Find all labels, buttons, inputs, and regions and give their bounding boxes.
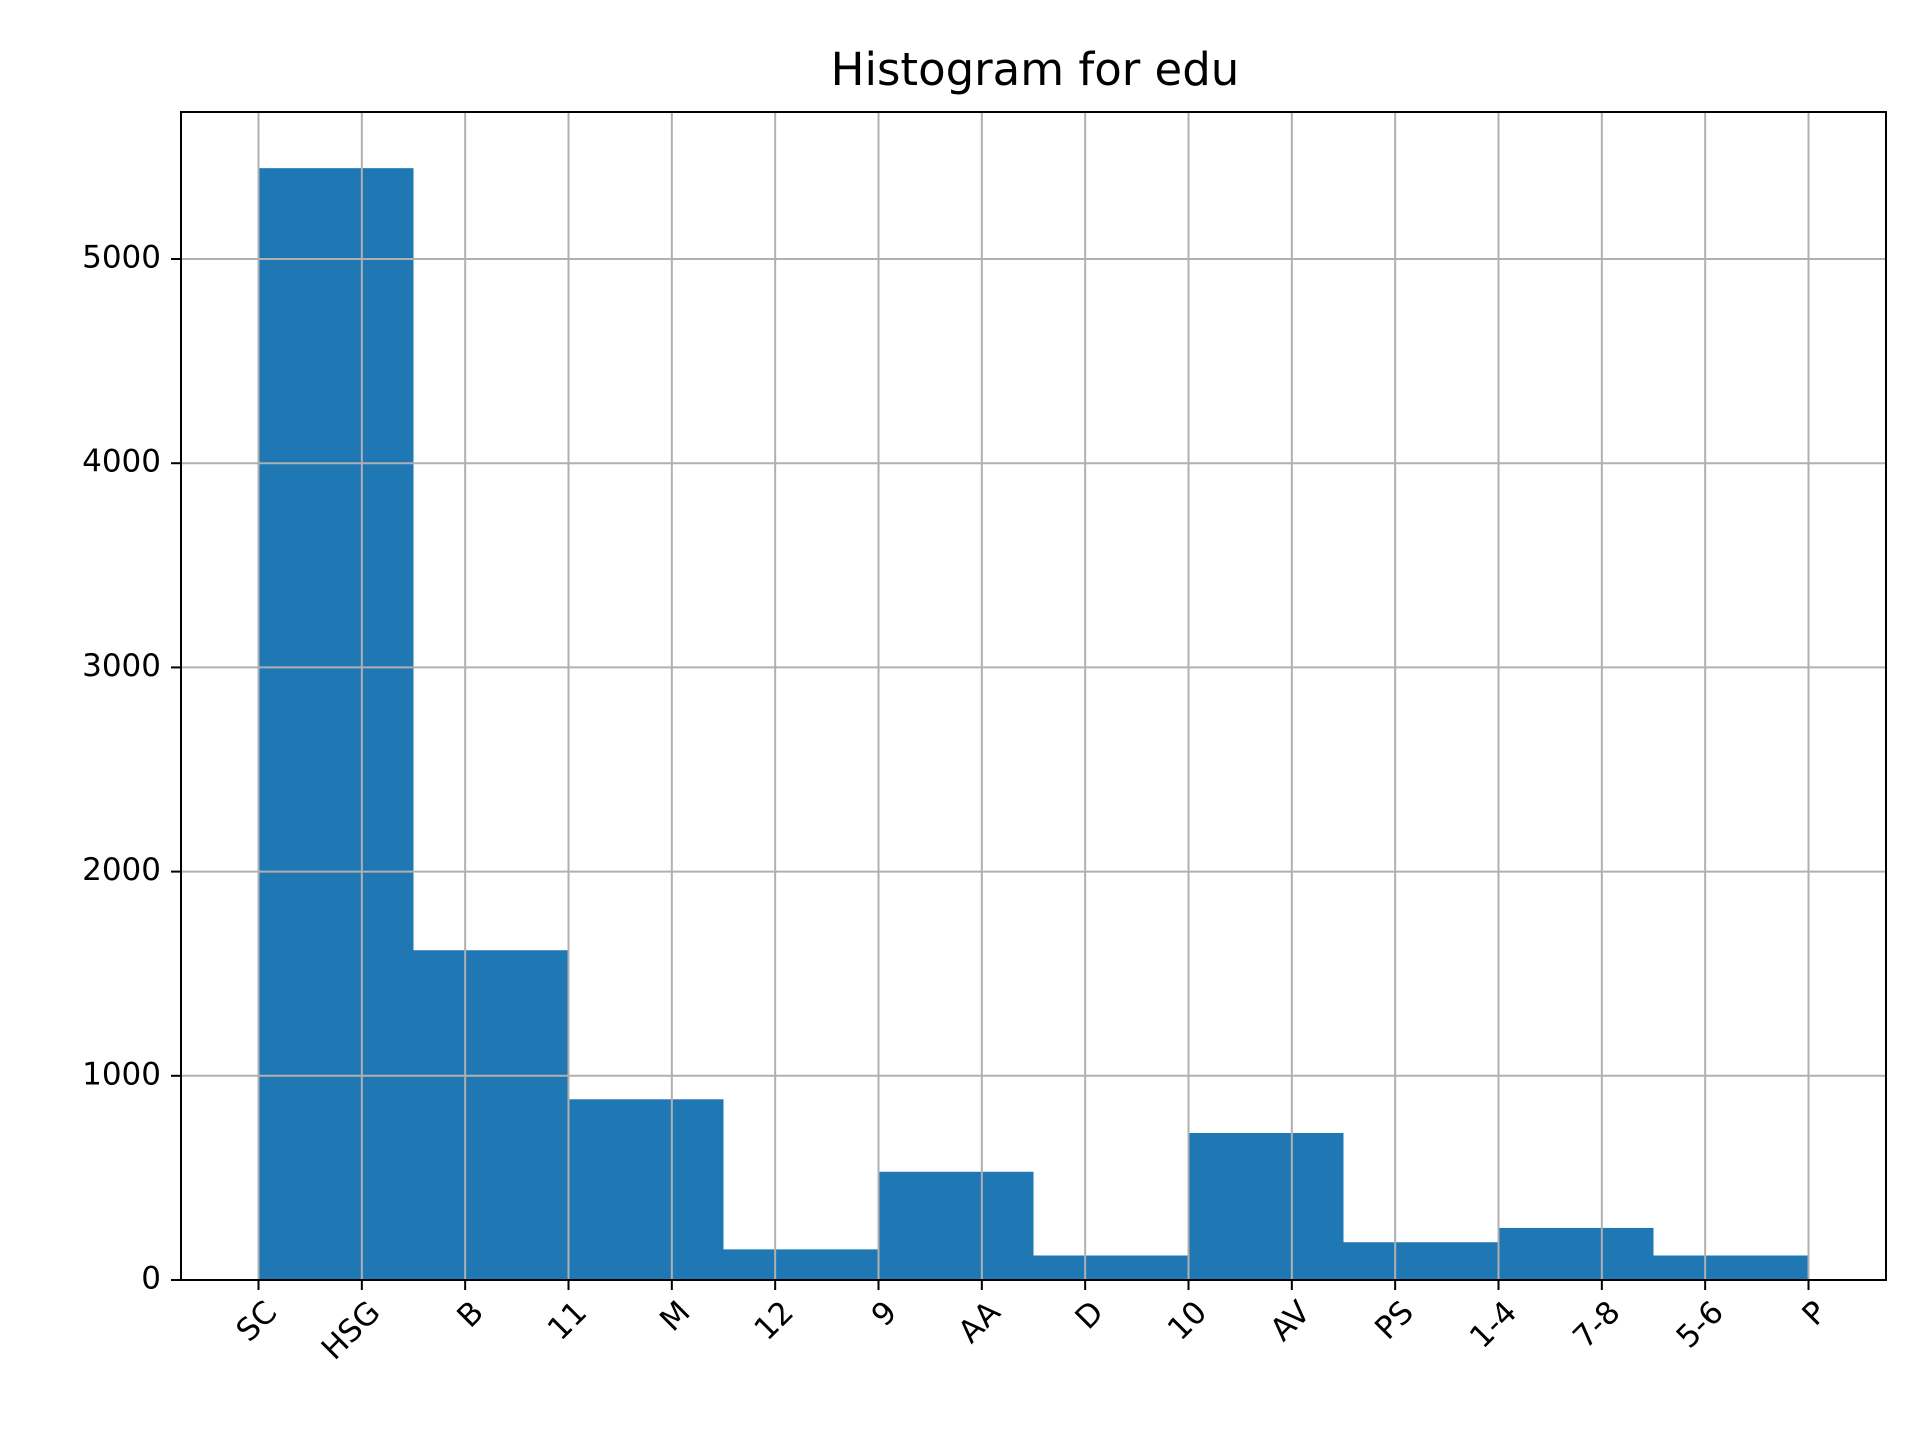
- axes-frame: [180, 111, 1887, 1281]
- histogram-bar-4: [878, 1171, 1034, 1280]
- y-tick-label-5: 5000: [82, 240, 161, 276]
- chart-title: Histogram for edu: [831, 43, 1240, 96]
- histogram-bar-7: [1343, 1242, 1499, 1280]
- histogram-bar-2: [568, 1099, 724, 1280]
- histogram-bar-3: [723, 1249, 879, 1280]
- y-tick-label-1: 1000: [82, 1056, 161, 1092]
- histogram-bar-8: [1498, 1227, 1654, 1280]
- histogram-bar-5: [1033, 1255, 1189, 1280]
- y-tick-label-0: 0: [141, 1261, 161, 1297]
- histogram-bar-0: [258, 168, 414, 1281]
- histogram-bar-9: [1653, 1255, 1809, 1280]
- histogram-bar-1: [413, 950, 569, 1280]
- y-tick-label-3: 3000: [82, 648, 161, 684]
- y-tick-label-4: 4000: [82, 444, 161, 480]
- histogram-bar-6: [1188, 1132, 1344, 1280]
- axes-layer: [180, 111, 1887, 1281]
- y-tick-label-2: 2000: [82, 852, 161, 888]
- bars-layer: [258, 168, 1809, 1281]
